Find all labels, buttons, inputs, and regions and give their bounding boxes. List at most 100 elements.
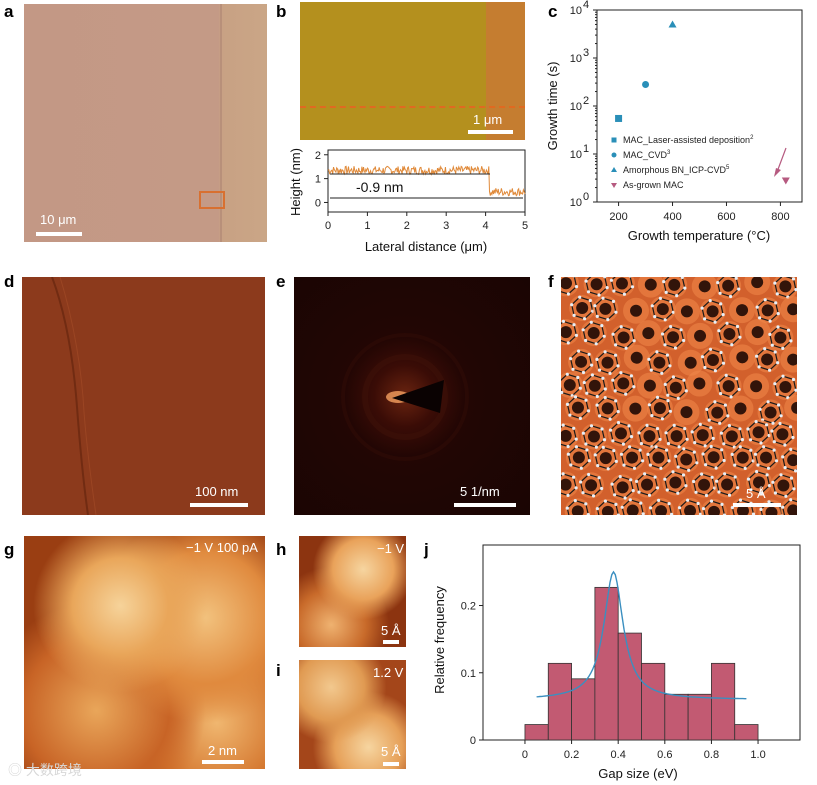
- atom-marker: [677, 445, 681, 449]
- growth-y-tick-exponent: 3: [583, 47, 589, 59]
- atom-marker: [593, 453, 597, 457]
- atom-marker: [646, 452, 650, 456]
- atom-marker: [632, 385, 636, 389]
- growth-x-tick-label: 600: [717, 211, 735, 223]
- atom-marker: [613, 493, 617, 497]
- profile-x-tick-label: 2: [404, 220, 410, 232]
- atom-marker: [735, 324, 740, 329]
- atom-marker: [628, 445, 632, 449]
- atom-marker: [683, 286, 687, 290]
- atom-marker: [579, 466, 583, 470]
- profile-y-ticks: 0 1 2: [315, 150, 328, 209]
- atom-marker: [767, 484, 772, 488]
- atom-marker: [740, 438, 744, 442]
- watermark-logo-icon: ◎: [8, 762, 26, 778]
- atom-marker: [583, 317, 587, 321]
- histogram-bar: [524, 724, 549, 741]
- atom-marker: [630, 328, 634, 332]
- ring-center: [669, 381, 682, 394]
- atom-marker: [667, 502, 671, 506]
- wrinkle-line-1: [51, 277, 89, 515]
- growth-legend: MAC_Laser-assisted deposition2 MAC_CVD3 Am…: [611, 135, 754, 190]
- ring-center: [680, 406, 693, 419]
- atom-marker: [738, 445, 742, 449]
- afm-substrate: [486, 2, 525, 140]
- atom-marker: [655, 427, 660, 431]
- atom-marker: [674, 454, 678, 458]
- atom-marker: [791, 377, 796, 382]
- histogram-y-tick-label: 0: [470, 735, 476, 747]
- stm-large-image: −1 V 100 pA 2 nm: [24, 536, 265, 769]
- ring-center: [655, 505, 668, 515]
- stm-condition-h: −1 V: [377, 541, 405, 556]
- atom-marker: [670, 512, 674, 515]
- ring-center: [561, 429, 572, 442]
- ring-center: [643, 430, 656, 443]
- atom-marker: [770, 343, 774, 347]
- ring-center: [642, 327, 655, 340]
- atom-marker: [767, 500, 771, 504]
- scalebar-h: [383, 640, 399, 644]
- atom-marker: [733, 475, 737, 479]
- atom-marker: [781, 346, 785, 350]
- atom-marker: [759, 441, 763, 445]
- ring-center: [698, 478, 711, 491]
- atom-marker: [591, 494, 596, 498]
- histogram-x-ticks: 0 0.2 0.4 0.6 0.8 1.0: [522, 740, 766, 761]
- histogram-x-tick-label: 0.8: [704, 749, 719, 761]
- legend-ref: 5: [726, 165, 730, 171]
- fft-overlay: [341, 333, 469, 461]
- atom-marker: [737, 287, 741, 291]
- atom-marker: [756, 463, 760, 467]
- atom-marker: [686, 498, 690, 502]
- atom-marker: [726, 414, 730, 418]
- atom-marker: [614, 310, 618, 314]
- atom-marker: [577, 349, 581, 353]
- ring-center: [693, 377, 706, 390]
- atom-marker: [587, 459, 591, 463]
- atom-marker: [773, 350, 777, 354]
- atom-marker: [566, 444, 570, 449]
- atom-marker: [595, 403, 599, 407]
- diffraction-ring-inner: [362, 354, 448, 440]
- atom-marker: [729, 294, 733, 299]
- scalebar-label-g: 2 nm: [208, 743, 237, 758]
- scalebar-b: [468, 130, 513, 134]
- ring-center: [684, 356, 697, 369]
- atomic-image: 5 Å: [561, 277, 797, 515]
- atom-marker: [585, 391, 589, 395]
- atom-marker: [777, 403, 781, 407]
- panel-label-f: f: [548, 272, 554, 291]
- histogram-bar: [641, 662, 666, 741]
- atom-marker: [614, 399, 618, 403]
- atom-marker: [566, 292, 570, 296]
- atom-marker: [755, 470, 759, 474]
- ring-center: [706, 305, 719, 318]
- atom-marker: [574, 333, 578, 337]
- atom-marker: [569, 463, 573, 467]
- scalebar-d: [190, 503, 248, 507]
- scalebar-label-h: 5 Å: [381, 623, 401, 638]
- atomic-lattice: [561, 277, 797, 515]
- atom-marker: [788, 425, 793, 429]
- atom-marker: [657, 498, 661, 502]
- ring-center: [723, 327, 736, 340]
- atom-bright: [784, 394, 797, 421]
- atom-marker: [561, 472, 565, 476]
- legend-marker: [611, 137, 617, 143]
- ring-center: [751, 277, 764, 289]
- ring-center: [776, 428, 789, 441]
- atom-marker: [771, 480, 775, 484]
- atom-marker: [771, 421, 775, 425]
- atom-marker: [654, 445, 658, 449]
- panel-label-e: e: [276, 272, 286, 291]
- atom-marker: [600, 324, 604, 328]
- ring-center: [653, 356, 666, 369]
- atom-marker: [681, 473, 686, 477]
- atom-marker: [766, 400, 770, 404]
- ring-center: [698, 280, 711, 293]
- ring-center: [777, 479, 790, 492]
- atom-marker: [794, 288, 797, 292]
- atom-marker: [574, 486, 578, 490]
- histogram-bars: [524, 586, 759, 741]
